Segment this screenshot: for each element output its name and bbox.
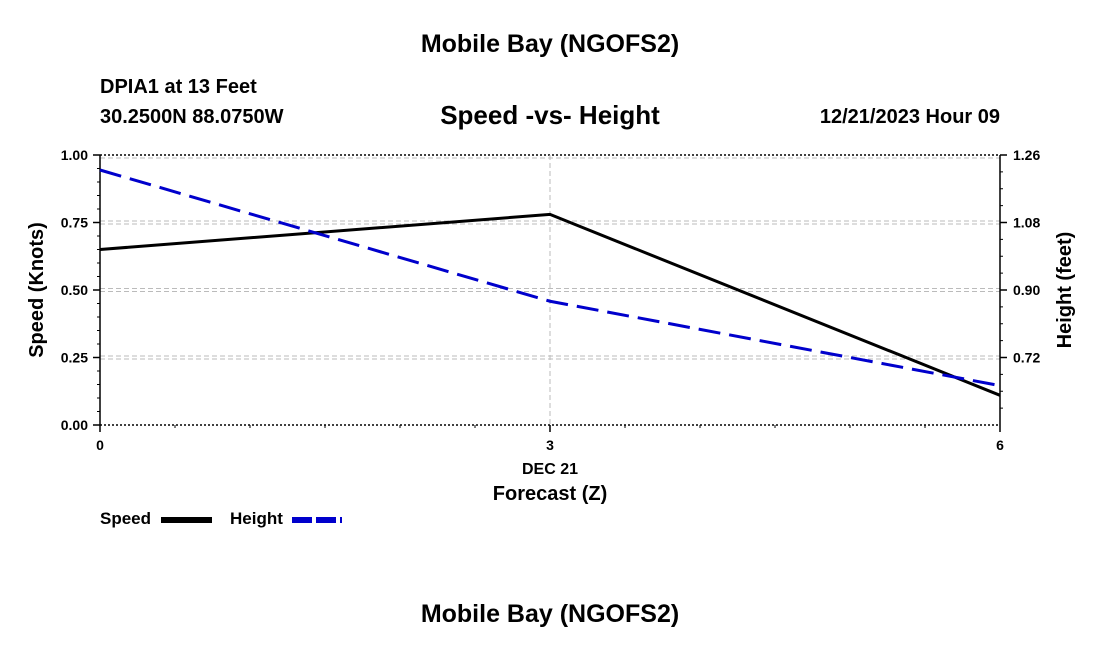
y-tick-label-left: 0.00	[61, 417, 88, 433]
y-axis-title-right: Height (feet)	[1054, 232, 1076, 349]
chart-title: Speed -vs- Height	[440, 100, 660, 130]
labels-layer: 0.00 0.25 0.50 0.75 1.00 0.72 0.90 1.08 1.26 0 3 6 D…	[26, 147, 1076, 505]
grid-layer	[100, 154, 1000, 426]
y-tick-label-right: 0.72	[1013, 350, 1040, 366]
legend-label-speed: Speed	[100, 509, 151, 528]
forecast-datetime: 12/21/2023 Hour 09	[819, 106, 1000, 128]
height-series-line	[99, 168, 1001, 388]
x-tick-label: 6	[996, 437, 1004, 453]
legend-label-height: Height	[230, 509, 283, 528]
x-tick-label: 0	[96, 437, 104, 453]
y-tick-label-left: 0.50	[61, 282, 88, 298]
y-tick-label-right: 1.08	[1013, 215, 1040, 231]
x-date-label: DEC 21	[522, 461, 578, 478]
y-tick-label-right: 1.26	[1013, 147, 1040, 163]
station-label: DPIA1 at 13 Feet	[100, 76, 257, 98]
footer-title: Mobile Bay (NGOFS2)	[420, 600, 680, 628]
y-tick-label-left: 1.00	[61, 147, 88, 163]
page-title: Mobile Bay (NGOFS2)	[420, 30, 680, 58]
station-coordinates: 30.2500N 88.0750W	[100, 106, 284, 128]
y-tick-label-left: 0.25	[61, 350, 88, 366]
series-layer	[99, 168, 1001, 397]
speed-series-line	[99, 212, 1001, 397]
x-axis-title: Forecast (Z)	[493, 483, 607, 505]
x-tick-label: 3	[546, 437, 554, 453]
y-axis-title-left: Speed (Knots)	[26, 222, 48, 358]
y-tick-label-right: 0.90	[1013, 282, 1040, 298]
legend-layer: Speed Height	[100, 509, 342, 528]
y-tick-label-left: 0.75	[61, 215, 88, 231]
axes-layer	[93, 154, 1007, 432]
